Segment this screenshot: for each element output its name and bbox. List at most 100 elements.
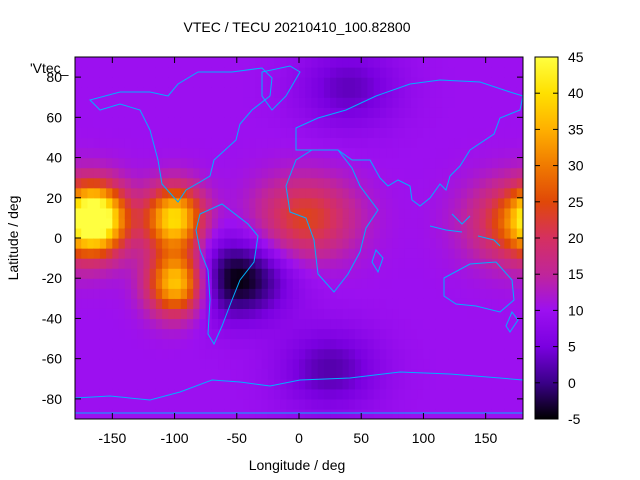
heat-cell — [386, 207, 393, 219]
heat-cell — [379, 358, 387, 370]
heat-cell — [187, 197, 194, 209]
heat-cell — [442, 127, 449, 139]
heat-cell — [379, 217, 387, 229]
heat-cell — [342, 378, 350, 390]
heat-cell — [249, 207, 257, 219]
heat-cell — [367, 368, 375, 380]
heat-cell — [230, 258, 238, 269]
heat-cell — [479, 157, 487, 169]
heat-cell — [205, 147, 213, 159]
heat-cell — [417, 388, 425, 400]
heat-cell — [99, 77, 107, 88]
heat-cell — [99, 117, 107, 128]
heat-cell — [305, 388, 313, 400]
heat-cell — [305, 378, 313, 390]
heat-cell — [305, 187, 313, 199]
heat-cell — [280, 378, 288, 390]
heat-cell — [491, 207, 499, 219]
heat-cell — [81, 127, 89, 139]
heat-cell — [311, 177, 319, 189]
heat-cell — [249, 217, 257, 229]
heat-cell — [429, 388, 437, 400]
heat-cell — [485, 97, 493, 108]
heat-cell — [348, 207, 356, 219]
heat-cell — [342, 127, 350, 139]
heat-cell — [211, 388, 219, 400]
heat-cell — [187, 298, 194, 309]
heat-cell — [174, 288, 182, 299]
heat-cell — [404, 288, 412, 299]
heat-cell — [323, 137, 331, 149]
heat-cell — [93, 338, 101, 350]
heat-cell — [411, 157, 418, 169]
heat-cell — [99, 67, 107, 78]
heat-cell — [162, 127, 169, 139]
chart-title: VTEC / TECU 20210410_100.82800 — [183, 19, 410, 35]
coast-africa — [285, 149, 379, 293]
heat-cell — [137, 97, 145, 108]
heat-cell — [423, 197, 431, 209]
heat-cell — [473, 117, 481, 128]
heat-cell — [168, 408, 176, 419]
heat-cell — [149, 408, 157, 419]
heat-cell — [348, 157, 356, 169]
heat-cell — [106, 147, 113, 159]
heat-cell — [218, 217, 225, 229]
heat-cell — [162, 348, 169, 360]
heat-cell — [342, 157, 350, 169]
heat-cell — [124, 117, 132, 128]
heat-cell — [467, 77, 474, 88]
heat-cell — [317, 177, 325, 189]
heat-cell — [93, 217, 101, 229]
heat-cell — [124, 358, 132, 370]
heat-cell — [261, 378, 269, 390]
heat-cell — [236, 177, 244, 189]
heat-cell — [99, 268, 107, 279]
heat-cell — [87, 318, 95, 330]
heat-cell — [292, 97, 300, 108]
heat-cell — [404, 368, 412, 380]
heat-cell — [174, 177, 182, 189]
heat-cell — [149, 187, 157, 199]
heat-cell — [417, 57, 425, 68]
heat-cell — [460, 378, 468, 390]
heat-cell — [417, 97, 425, 108]
heat-cell — [485, 197, 493, 209]
heat-cell — [124, 217, 132, 229]
heat-cell — [330, 338, 337, 350]
heat-cell — [504, 137, 512, 149]
heat-cell — [473, 97, 481, 108]
heat-cell — [323, 207, 331, 219]
heat-cell — [75, 77, 82, 88]
heat-cell — [124, 137, 132, 149]
heat-cell — [81, 147, 89, 159]
heat-cell — [286, 67, 294, 78]
heat-cell — [292, 177, 300, 189]
heat-cell — [75, 378, 82, 390]
heat-cell — [155, 217, 163, 229]
heat-cell — [205, 137, 213, 149]
heat-cell — [286, 227, 294, 239]
heat-cell — [361, 348, 369, 360]
heat-cell — [336, 358, 344, 370]
heat-cell — [404, 107, 412, 118]
heat-cell — [442, 77, 449, 88]
heat-cell — [168, 358, 176, 370]
heat-cell — [131, 187, 138, 199]
heat-cell — [330, 408, 337, 419]
heat-cell — [398, 127, 406, 139]
heat-cell — [118, 187, 126, 199]
heat-cell — [280, 308, 288, 320]
heat-cell — [392, 207, 400, 219]
heat-cell — [155, 67, 163, 78]
heat-cell — [280, 408, 288, 419]
heat-cell — [355, 77, 362, 88]
heat-cell — [224, 398, 232, 410]
heat-cell — [205, 408, 213, 419]
heat-cell — [131, 398, 138, 410]
heat-cell — [112, 157, 120, 169]
heat-cell — [75, 167, 82, 179]
heat-cell — [187, 328, 194, 340]
heat-cell — [423, 398, 431, 410]
heat-cell — [516, 248, 523, 259]
